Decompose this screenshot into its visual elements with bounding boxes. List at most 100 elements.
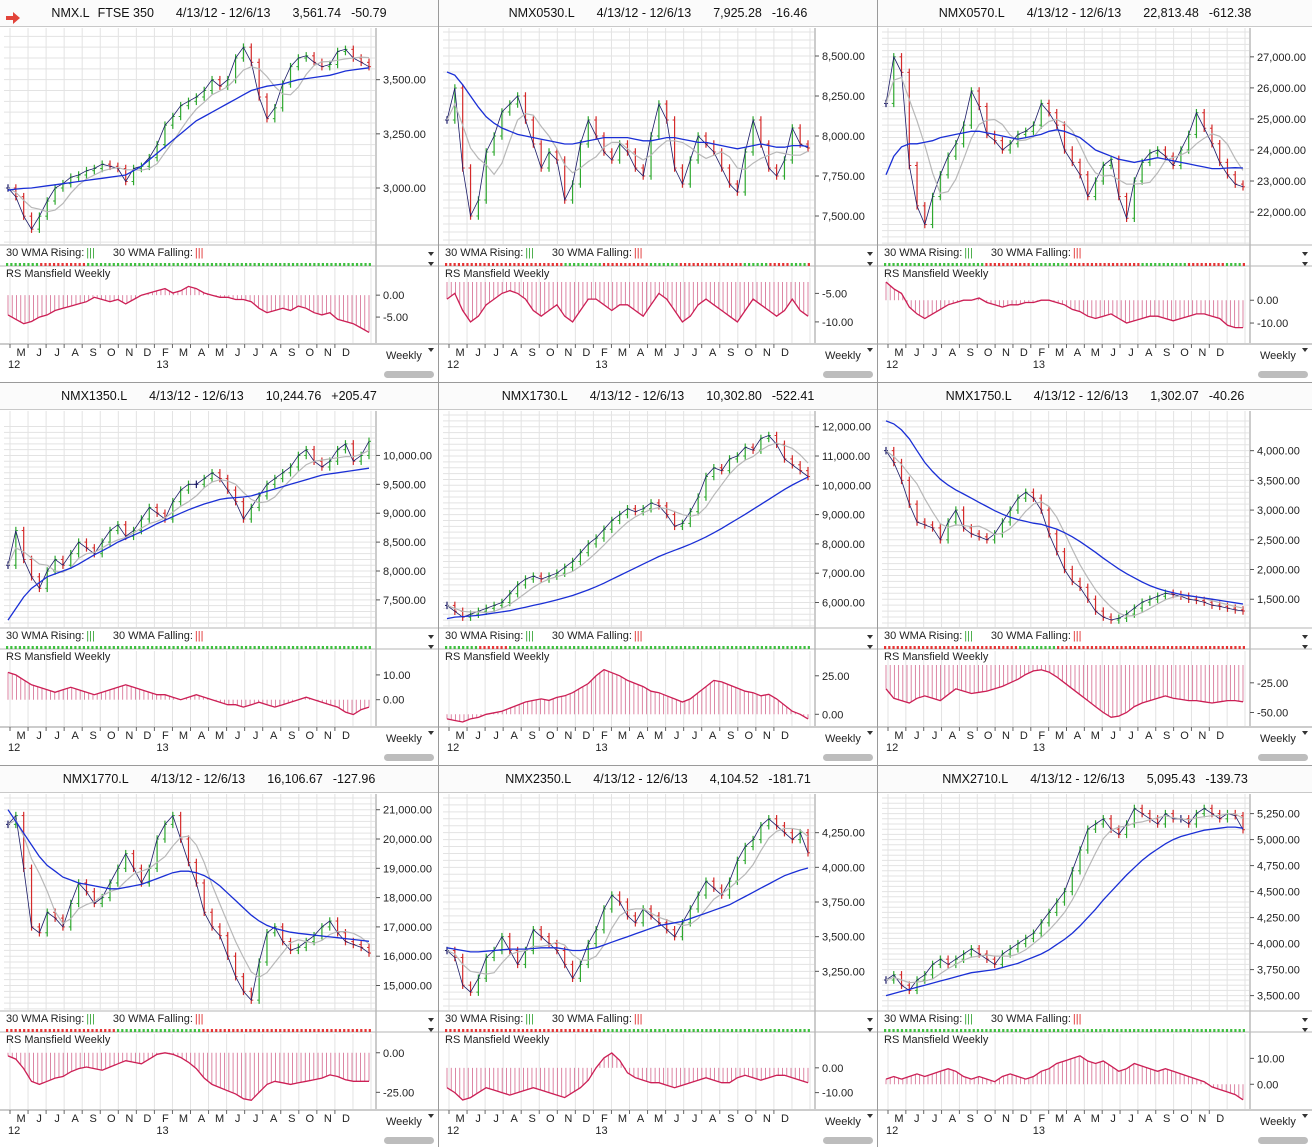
horizontal-scrollbar[interactable] [823,371,873,378]
chart-panel[interactable]: NMX1750.L 4/13/12 - 12/6/13 1,302.07 -40.26… [878,383,1312,765]
timeframe-arrow-icon[interactable] [428,348,434,352]
wma-status-cell [1010,646,1013,649]
change-value-label: -139.73 [1205,772,1248,786]
timeframe-selector[interactable]: Weekly [386,1116,422,1128]
wma-falling-label: 30 WMA Falling: [112,630,193,642]
wma-status-cell [1221,1029,1224,1032]
wma-status-cell [479,263,482,266]
wma-status-cell [138,263,141,266]
wma-status-cell [722,646,725,649]
timeframe-arrow-icon[interactable] [1302,731,1308,735]
rs-pane-title: RS Mansfield Weekly [884,651,989,663]
timeframe-arrow-icon[interactable] [428,731,434,735]
chart-panel[interactable]: NMX1770.L 4/13/12 - 12/6/13 16,106.67 -127.… [0,766,438,1148]
timeframe-arrow-icon[interactable] [867,1114,873,1118]
chart-panel[interactable]: NMX0530.L 4/13/12 - 12/6/13 7,925.28 -16.46… [439,0,877,382]
wma-status-cell [112,646,115,649]
timeframe-selector[interactable]: Weekly [825,733,861,745]
rs-menu-arrow-icon[interactable] [1302,262,1308,266]
wma-status-cell [1230,1029,1233,1032]
rs-menu-arrow-icon[interactable] [1302,645,1308,649]
date-range-label: 4/13/12 - 12/6/13 [596,6,692,20]
horizontal-scrollbar[interactable] [1258,754,1308,761]
month-tick-label: S [529,1113,536,1125]
horizontal-scrollbar[interactable] [384,754,434,761]
wma-status-cell [1078,1029,1081,1032]
horizontal-scrollbar[interactable] [1258,1137,1308,1144]
rs-pane [885,665,1244,718]
rs-menu-arrow-icon[interactable] [1302,1028,1308,1032]
timeframe-arrow-icon[interactable] [867,348,873,352]
rs-menu-arrow-icon[interactable] [428,645,434,649]
rs-menu-arrow-icon[interactable] [867,262,873,266]
price-tick-label: 27,000.00 [1257,52,1306,64]
timeframe-arrow-icon[interactable] [867,731,873,735]
wma-menu-arrow-icon[interactable] [1302,1018,1308,1022]
wma-status-cell [274,263,278,266]
wma-status-cell [210,646,214,649]
timeframe-arrow-icon[interactable] [428,1114,434,1118]
wma-status-cell [921,646,925,649]
year-tick-label: 13 [1033,1125,1045,1137]
chart-svg: 7,500.00 8,000.00 8,500.00 9,000.00 9,500.00… [0,411,438,754]
rs-menu-arrow-icon[interactable] [867,1028,873,1032]
month-tick-label: O [306,347,315,359]
rs-menu-arrow-icon[interactable] [867,645,873,649]
timeframe-selector[interactable]: Weekly [825,350,861,362]
rs-menu-arrow-icon[interactable] [428,1028,434,1032]
wma-status-cell [892,263,895,266]
price-tick-label: 9,000.00 [822,510,865,522]
red-arrow-icon[interactable] [6,7,20,26]
wma-menu-arrow-icon[interactable] [867,252,873,256]
wma-status-cell [794,646,798,649]
wma-status-cell [1213,1029,1216,1032]
month-tick-label: M [1091,730,1100,742]
wma-status-cell [1031,1029,1034,1032]
month-tick-label: N [564,730,572,742]
wma-status-cell [313,1029,316,1032]
horizontal-scrollbar[interactable] [1258,371,1308,378]
month-tick-label: A [637,730,645,742]
chart-panel[interactable]: NMX.L FTSE 350 4/13/12 - 12/6/13 3,561.74 -5… [0,0,438,382]
wma-menu-arrow-icon[interactable] [867,1018,873,1022]
year-tick-label: 13 [595,742,607,754]
wma-menu-arrow-icon[interactable] [1302,252,1308,256]
month-tick-label: S [288,730,295,742]
wma-status-cell [938,263,942,266]
chart-panel[interactable]: NMX1350.L 4/13/12 - 12/6/13 10,244.76 +205.… [0,383,438,765]
wma-status-cell [232,646,235,649]
timeframe-selector[interactable]: Weekly [386,350,422,362]
horizontal-scrollbar[interactable] [384,1137,434,1144]
timeframe-selector[interactable]: Weekly [1260,350,1296,362]
wma-status-cell [1145,1029,1148,1032]
timeframe-selector[interactable]: Weekly [386,733,422,745]
wma-menu-arrow-icon[interactable] [428,635,434,639]
chart-panel[interactable]: NMX0570.L 4/13/12 - 12/6/13 22,813.48 -612.… [878,0,1312,382]
ma30-line [446,476,809,620]
chart-panel[interactable]: NMX1730.L 4/13/12 - 12/6/13 10,302.80 -522.… [439,383,877,765]
timeframe-arrow-icon[interactable] [1302,1114,1308,1118]
chart-panel[interactable]: NMX2350.L 4/13/12 - 12/6/13 4,104.52 -181.7… [439,766,877,1148]
change-value-label: -612.38 [1208,6,1252,20]
month-tick-label: A [949,1113,957,1125]
chart-panel[interactable]: NMX2710.L 4/13/12 - 12/6/13 5,095.43 -139.7… [878,766,1312,1148]
wma-status-cell [934,646,937,649]
timeframe-selector[interactable]: Weekly [825,1116,861,1128]
timeframe-selector[interactable]: Weekly [1260,733,1296,745]
wma-menu-arrow-icon[interactable] [428,252,434,256]
horizontal-scrollbar[interactable] [823,754,873,761]
horizontal-scrollbar[interactable] [384,371,434,378]
wma-menu-arrow-icon[interactable] [867,635,873,639]
horizontal-scrollbar[interactable] [823,1137,873,1144]
wma-status-cell [185,646,188,649]
wma-status-cell [602,646,606,649]
wma-menu-arrow-icon[interactable] [1302,635,1308,639]
timeframe-arrow-icon[interactable] [1302,348,1308,352]
wma-menu-arrow-icon[interactable] [428,1018,434,1022]
wma-status-cell [560,646,563,649]
timeframe-selector[interactable]: Weekly [1260,1116,1296,1128]
year-tick-label: 13 [595,1125,607,1137]
month-tick-label: M [16,1113,25,1125]
rs-menu-arrow-icon[interactable] [428,262,434,266]
wma-status-cell [48,263,51,266]
